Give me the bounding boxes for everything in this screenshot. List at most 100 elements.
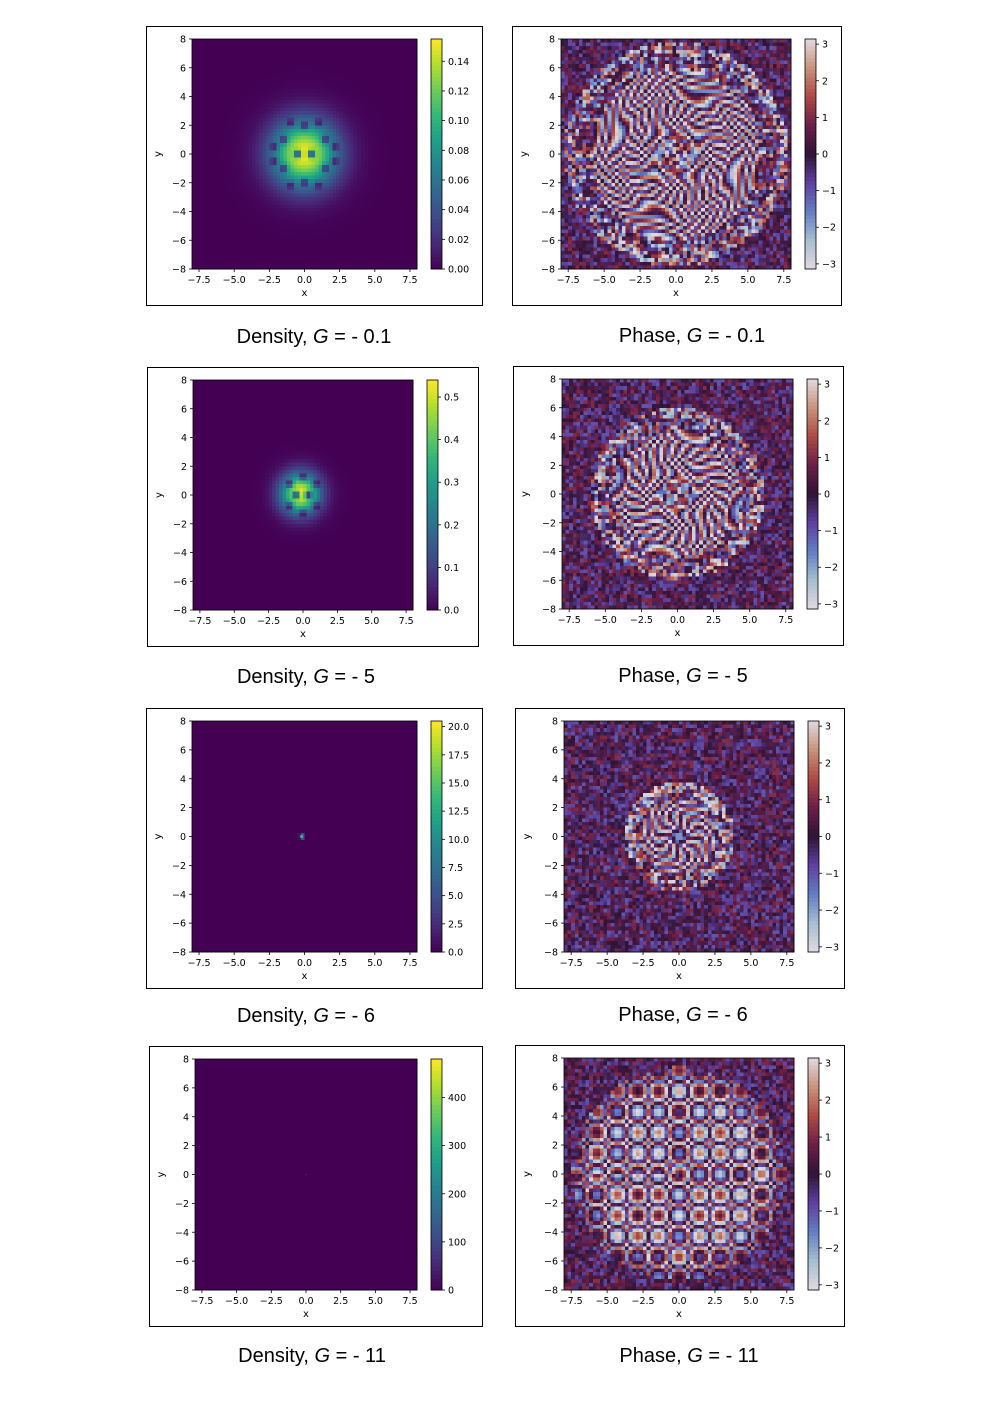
heatmap-cell (269, 261, 274, 266)
heatmap-cell (269, 74, 274, 80)
heatmap-cell (258, 100, 263, 105)
heatmap-cell (241, 42, 246, 47)
heatmap-cell (395, 110, 401, 116)
heatmap-cell (244, 247, 249, 252)
heatmap-cell (202, 67, 207, 72)
heatmap-cell (202, 143, 207, 148)
heatmap-cell (209, 46, 214, 51)
heatmap-cell (293, 243, 299, 249)
heatmap-cell (265, 146, 270, 151)
heatmap-cell (409, 74, 415, 80)
heatmap-cell (353, 161, 358, 166)
heatmap-cell (607, 56, 612, 62)
heatmap-cell (632, 71, 638, 76)
heatmap-cell (227, 186, 232, 191)
colorbar-segment (431, 257, 442, 262)
heatmap-cell (279, 71, 285, 76)
heatmap-cell (244, 240, 249, 245)
heatmap-cell (367, 64, 372, 69)
heatmap-cell (360, 193, 365, 198)
heatmap-cell (315, 125, 320, 130)
heatmap-cell (237, 85, 242, 90)
heatmap-cell (258, 39, 263, 44)
heatmap-cell (385, 193, 390, 198)
heatmap-cell (336, 146, 341, 151)
heatmap-cell (283, 128, 288, 134)
heatmap-cell (740, 49, 745, 54)
heatmap-cell (244, 222, 249, 227)
heatmap-cell (604, 64, 609, 69)
heatmap-cell (206, 136, 211, 141)
heatmap-cell (336, 46, 341, 51)
heatmap-cell (195, 107, 200, 112)
heatmap-cell (353, 193, 358, 198)
heatmap-cell (318, 229, 323, 234)
heatmap-cell (290, 211, 295, 216)
heatmap-cell (325, 125, 330, 130)
heatmap-cell (665, 74, 670, 80)
heatmap-cell (747, 67, 753, 72)
colorbar-segment (431, 131, 442, 136)
heatmap-cell (283, 49, 288, 54)
heatmap-cell (329, 211, 334, 216)
heatmap-cell (406, 168, 411, 173)
heatmap-cell (329, 71, 334, 76)
heatmap-cell (783, 46, 788, 51)
heatmap-cell (395, 200, 401, 205)
heatmap-cell (269, 89, 274, 94)
heatmap-cell (269, 143, 274, 148)
heatmap-cell (339, 218, 344, 223)
heatmap-cell (350, 161, 355, 166)
heatmap-cell (600, 74, 605, 80)
heatmap-cell (308, 78, 313, 83)
heatmap-cell (209, 136, 214, 141)
heatmap-cell (290, 233, 295, 238)
heatmap-cell (276, 49, 281, 54)
heatmap-cell (230, 254, 235, 259)
heatmap-cell (399, 218, 404, 223)
heatmap-cell (374, 64, 379, 69)
heatmap-cell (336, 193, 341, 198)
heatmap-cell (255, 121, 260, 126)
heatmap-cell (388, 229, 393, 234)
heatmap-cell (255, 164, 260, 169)
heatmap-cell (244, 233, 249, 238)
heatmap-cell (315, 233, 320, 238)
heatmap-cell (406, 74, 411, 80)
heatmap-cell (304, 78, 309, 83)
heatmap-cell (286, 85, 292, 90)
heatmap-cell (265, 78, 270, 83)
heatmap-cell (350, 215, 355, 220)
heatmap-cell (276, 60, 281, 65)
heatmap-cell (409, 60, 415, 65)
heatmap-cell (679, 71, 684, 76)
heatmap-cell (269, 146, 274, 151)
heatmap-cell (230, 157, 235, 162)
heatmap-cell (300, 175, 306, 180)
heatmap-cell (241, 139, 246, 144)
heatmap-cell (357, 233, 362, 238)
heatmap-cell (381, 78, 386, 83)
heatmap-cell (315, 204, 320, 209)
heatmap-cell (220, 218, 225, 223)
heatmap-cell (571, 74, 576, 80)
heatmap-cell (202, 96, 207, 101)
heatmap-cell (216, 225, 221, 231)
heatmap-cell (413, 222, 418, 227)
heatmap-cell (223, 154, 228, 159)
heatmap-cell (346, 261, 351, 266)
heatmap-cell (336, 49, 341, 54)
heatmap-cell (311, 233, 316, 238)
heatmap-cell (409, 128, 415, 134)
heatmap-cell (269, 161, 274, 166)
heatmap-cell (202, 236, 207, 241)
heatmap-cell (234, 53, 239, 58)
heatmap-cell (704, 74, 709, 80)
heatmap-cell (244, 243, 249, 249)
heatmap-cell (658, 56, 663, 62)
heatmap-cell (308, 53, 313, 58)
heatmap-cell (385, 254, 390, 259)
heatmap-cell (350, 164, 355, 169)
heatmap-cell (248, 78, 253, 83)
heatmap-cell (399, 236, 404, 241)
